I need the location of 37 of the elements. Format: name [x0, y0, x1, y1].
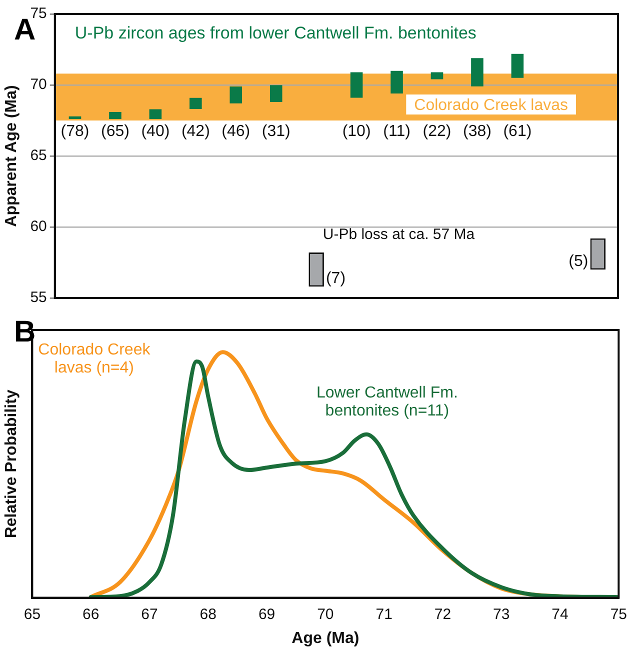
- x-tick-label: 67: [141, 606, 158, 623]
- x-tick-label: (38): [462, 122, 492, 140]
- annotation: U-Pb zircon ages from lower Cantwell Fm. bentonites: [74, 24, 476, 43]
- text: Colorado Creek lavas (n=4): [38, 341, 152, 376]
- annotation: U-Pb loss at ca. 57 Ma: [322, 226, 476, 244]
- band-label: Colorado Creek lavas: [414, 96, 568, 114]
- x-tick-label: (22): [422, 122, 452, 140]
- x-tick-label: (7): [326, 270, 346, 288]
- x-tick-label: (42): [181, 122, 210, 140]
- x-tick-label: (10): [342, 122, 371, 140]
- x-tick-label: (46): [222, 122, 250, 140]
- x-tick-label: (65): [100, 122, 130, 140]
- x-tick-label: (11): [383, 122, 410, 140]
- y-tick-label: 65: [30, 147, 47, 164]
- x-tick-label: (78): [60, 122, 90, 140]
- x-tick-label: 66: [82, 606, 100, 623]
- x-tick-label: 73: [493, 606, 510, 623]
- text: Lower Cantwell Fm. bentonites (n=11): [316, 384, 458, 420]
- x-tick-label: 71: [376, 606, 392, 623]
- y-tick-label: 75: [30, 5, 47, 22]
- x-tick-label: 69: [258, 606, 276, 623]
- y-tick-label: 70: [30, 76, 47, 94]
- y-tick-label: 60: [30, 218, 47, 236]
- chart-title: B: [14, 315, 36, 348]
- y-tick-label: 55: [30, 289, 47, 306]
- x-axis-title: Age (Ma): [292, 630, 360, 647]
- x-tick-label: 68: [200, 606, 216, 623]
- x-tick-label: (40): [141, 122, 170, 140]
- x-tick-label: (31): [262, 122, 290, 140]
- x-tick-label: 72: [434, 606, 452, 623]
- y-axis-title: Apparent Age (Ma): [3, 85, 20, 227]
- y-axis-title: Relative Probability: [3, 390, 20, 538]
- x-tick-label: (61): [503, 122, 532, 140]
- x-tick-label: 75: [610, 606, 627, 623]
- x-tick-label: (5): [568, 253, 588, 270]
- x-tick-label: 74: [552, 606, 568, 623]
- x-tick-label: 70: [317, 606, 334, 623]
